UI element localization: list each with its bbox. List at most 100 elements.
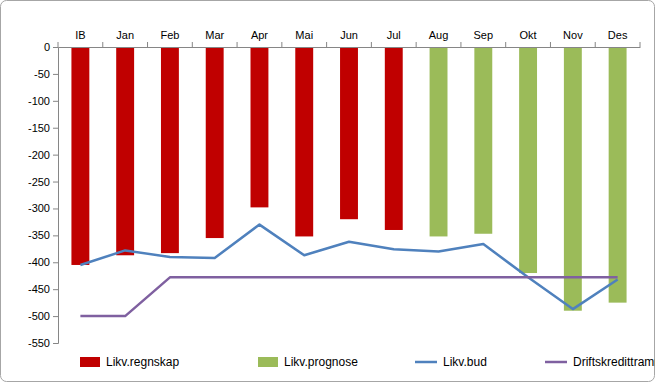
bar bbox=[519, 47, 537, 273]
tick-mark bbox=[53, 343, 58, 344]
tick-label: 0 bbox=[44, 41, 50, 53]
tick: Des bbox=[608, 29, 628, 47]
tick: -400 bbox=[28, 256, 58, 268]
bar bbox=[609, 47, 627, 303]
tick: Okt bbox=[520, 29, 537, 47]
tick: Aug bbox=[429, 29, 449, 47]
tick: Jul bbox=[387, 29, 401, 47]
tick-mark bbox=[53, 128, 58, 129]
bar bbox=[251, 47, 269, 207]
tick-label: Des bbox=[608, 29, 628, 41]
tick: -50 bbox=[34, 68, 58, 80]
tick: 0 bbox=[44, 41, 58, 53]
category-tick bbox=[505, 42, 506, 47]
tick-mark bbox=[53, 182, 58, 183]
category-tick bbox=[102, 42, 103, 47]
bar bbox=[116, 47, 134, 255]
tick-label: Okt bbox=[520, 29, 537, 41]
tick: -350 bbox=[28, 229, 58, 241]
category-tick bbox=[147, 42, 148, 47]
x-axis: IB Jan Feb Mar Apr Mai Jun Jul Aug Sep Okt Nov Des bbox=[58, 29, 641, 48]
tick: Jun bbox=[340, 29, 358, 47]
legend-label: Driftskredittramme bbox=[573, 355, 655, 369]
tick-label: Mar bbox=[205, 29, 224, 41]
tick-label: Mai bbox=[295, 29, 313, 41]
tick-label: -50 bbox=[34, 68, 50, 80]
tick: Nov bbox=[563, 29, 583, 47]
plot: -550-500-450-400-350-300-250-200-150-100… bbox=[28, 29, 641, 349]
tick-label: -100 bbox=[28, 95, 50, 107]
tick-label: Jan bbox=[116, 29, 134, 41]
bar-series bbox=[430, 47, 627, 311]
axis-line bbox=[53, 48, 59, 344]
bar bbox=[295, 47, 313, 236]
tick: Sep bbox=[474, 29, 494, 47]
category-tick bbox=[58, 42, 59, 47]
tick-mark bbox=[53, 155, 58, 156]
tick-mark bbox=[53, 74, 58, 75]
category-tick bbox=[192, 42, 193, 47]
bar-series bbox=[71, 47, 402, 265]
tick-label: IB bbox=[75, 29, 85, 41]
tick-mark bbox=[53, 101, 58, 102]
category-tick bbox=[640, 42, 641, 47]
legend-item: Likv.prognose bbox=[258, 355, 358, 369]
tick: Mar bbox=[205, 29, 224, 47]
legend-swatch bbox=[80, 357, 100, 367]
category-tick bbox=[371, 42, 372, 47]
axis-line bbox=[59, 47, 641, 48]
tick-label: -500 bbox=[28, 310, 50, 322]
category-tick bbox=[281, 42, 282, 47]
bar bbox=[385, 47, 403, 230]
legend-swatch bbox=[415, 361, 437, 364]
tick-label: Sep bbox=[474, 29, 494, 41]
category-tick bbox=[326, 42, 327, 47]
tick-mark bbox=[53, 47, 58, 48]
legend-swatch bbox=[258, 357, 278, 367]
tick-mark bbox=[53, 316, 58, 317]
legend-item: Likv.regnskap bbox=[80, 355, 179, 369]
tick-label: Nov bbox=[563, 29, 583, 41]
tick: Apr bbox=[251, 29, 268, 47]
bar bbox=[206, 47, 224, 238]
tick-mark bbox=[53, 208, 58, 209]
legend-swatch bbox=[545, 361, 567, 364]
legend-label: Likv.prognose bbox=[284, 355, 358, 369]
tick: -100 bbox=[28, 95, 58, 107]
tick-label: Feb bbox=[160, 29, 179, 41]
legend: Likv.regnskap Likv.prognose Likv.bud Drifts… bbox=[80, 355, 655, 369]
tick-label: -550 bbox=[28, 337, 50, 349]
tick: Mai bbox=[295, 29, 313, 47]
tick-label: -350 bbox=[28, 229, 50, 241]
tick: IB bbox=[75, 29, 85, 47]
bar bbox=[430, 47, 448, 236]
legend-label: Likv.bud bbox=[443, 355, 487, 369]
chart-frame bbox=[1, 1, 655, 382]
category-tick bbox=[550, 42, 551, 47]
tick-mark bbox=[53, 262, 58, 263]
chart: -550-500-450-400-350-300-250-200-150-100… bbox=[0, 0, 655, 382]
tick-label: -200 bbox=[28, 149, 50, 161]
tick: -300 bbox=[28, 202, 58, 214]
bar bbox=[340, 47, 358, 219]
tick: -150 bbox=[28, 122, 58, 134]
y-axis: -550-500-450-400-350-300-250-200-150-100… bbox=[28, 41, 59, 349]
tick-label: Jul bbox=[387, 29, 401, 41]
tick-mark bbox=[53, 235, 58, 236]
tick: Feb bbox=[160, 29, 179, 47]
line bbox=[80, 225, 617, 309]
tick-label: -250 bbox=[28, 176, 50, 188]
legend-label: Likv.regnskap bbox=[106, 355, 179, 369]
tick: -200 bbox=[28, 149, 58, 161]
tick-label: Apr bbox=[251, 29, 268, 41]
tick-label: -450 bbox=[28, 283, 50, 295]
tick: -500 bbox=[28, 310, 58, 322]
tick-label: -300 bbox=[28, 202, 50, 214]
category-tick bbox=[416, 42, 417, 47]
tick-label: Aug bbox=[429, 29, 449, 41]
category-tick bbox=[595, 42, 596, 47]
tick: -250 bbox=[28, 176, 58, 188]
tick-label: -400 bbox=[28, 256, 50, 268]
tick-mark bbox=[53, 289, 58, 290]
bar bbox=[71, 47, 89, 265]
